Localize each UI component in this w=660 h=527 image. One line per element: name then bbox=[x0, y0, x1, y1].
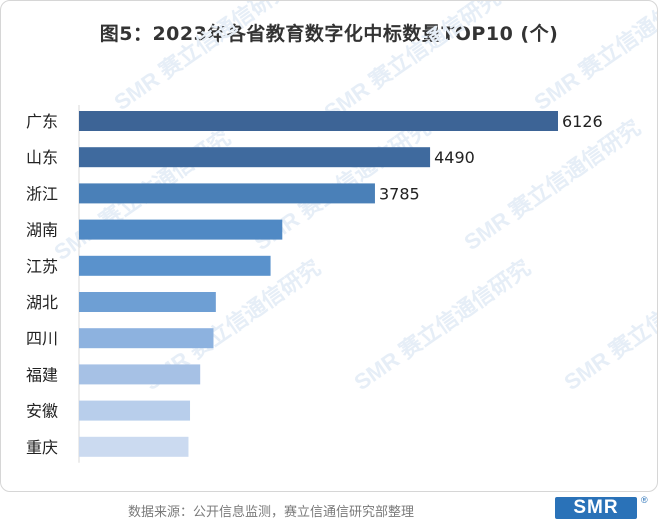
category-label: 重庆 bbox=[26, 438, 58, 457]
bar bbox=[79, 147, 431, 168]
bar bbox=[79, 183, 375, 204]
data-label: 3785 bbox=[379, 184, 420, 203]
bar bbox=[79, 400, 191, 421]
bar bbox=[79, 111, 558, 131]
chart-title: 图5：2023年各省教育数字化中标数量TOP10 (个) bbox=[99, 23, 559, 45]
data-label: 4490 bbox=[434, 148, 475, 167]
footer: 数据来源：公开信息监测，赛立信通信研究部整理 SMR ® bbox=[0, 493, 660, 527]
category-label: 湖北 bbox=[26, 293, 58, 312]
category-label: 江苏 bbox=[26, 257, 58, 276]
bar bbox=[79, 328, 214, 349]
category-label: 安徽 bbox=[26, 402, 58, 421]
category-label: 浙江 bbox=[26, 184, 58, 203]
category-label: 山东 bbox=[26, 148, 58, 167]
registered-mark: ® bbox=[641, 495, 648, 505]
category-label: 广东 bbox=[26, 112, 58, 131]
bar bbox=[79, 219, 283, 240]
bar bbox=[79, 292, 216, 312]
logo-text: SMR bbox=[573, 497, 619, 518]
logo-background bbox=[555, 497, 637, 519]
smr-logo: SMR ® bbox=[555, 495, 648, 521]
category-label: 湖南 bbox=[26, 221, 58, 240]
bar bbox=[79, 364, 201, 385]
bar bbox=[79, 436, 189, 457]
chart-frame: 图5：2023年各省教育数字化中标数量TOP10 (个) SMR 赛立信通信研究… bbox=[0, 0, 658, 492]
category-label: 四川 bbox=[26, 329, 58, 348]
data-label: 6126 bbox=[562, 112, 603, 131]
data-source-note: 数据来源：公开信息监测，赛立信通信研究部整理 bbox=[128, 505, 415, 520]
category-label: 福建 bbox=[26, 365, 58, 384]
bar bbox=[79, 255, 271, 276]
